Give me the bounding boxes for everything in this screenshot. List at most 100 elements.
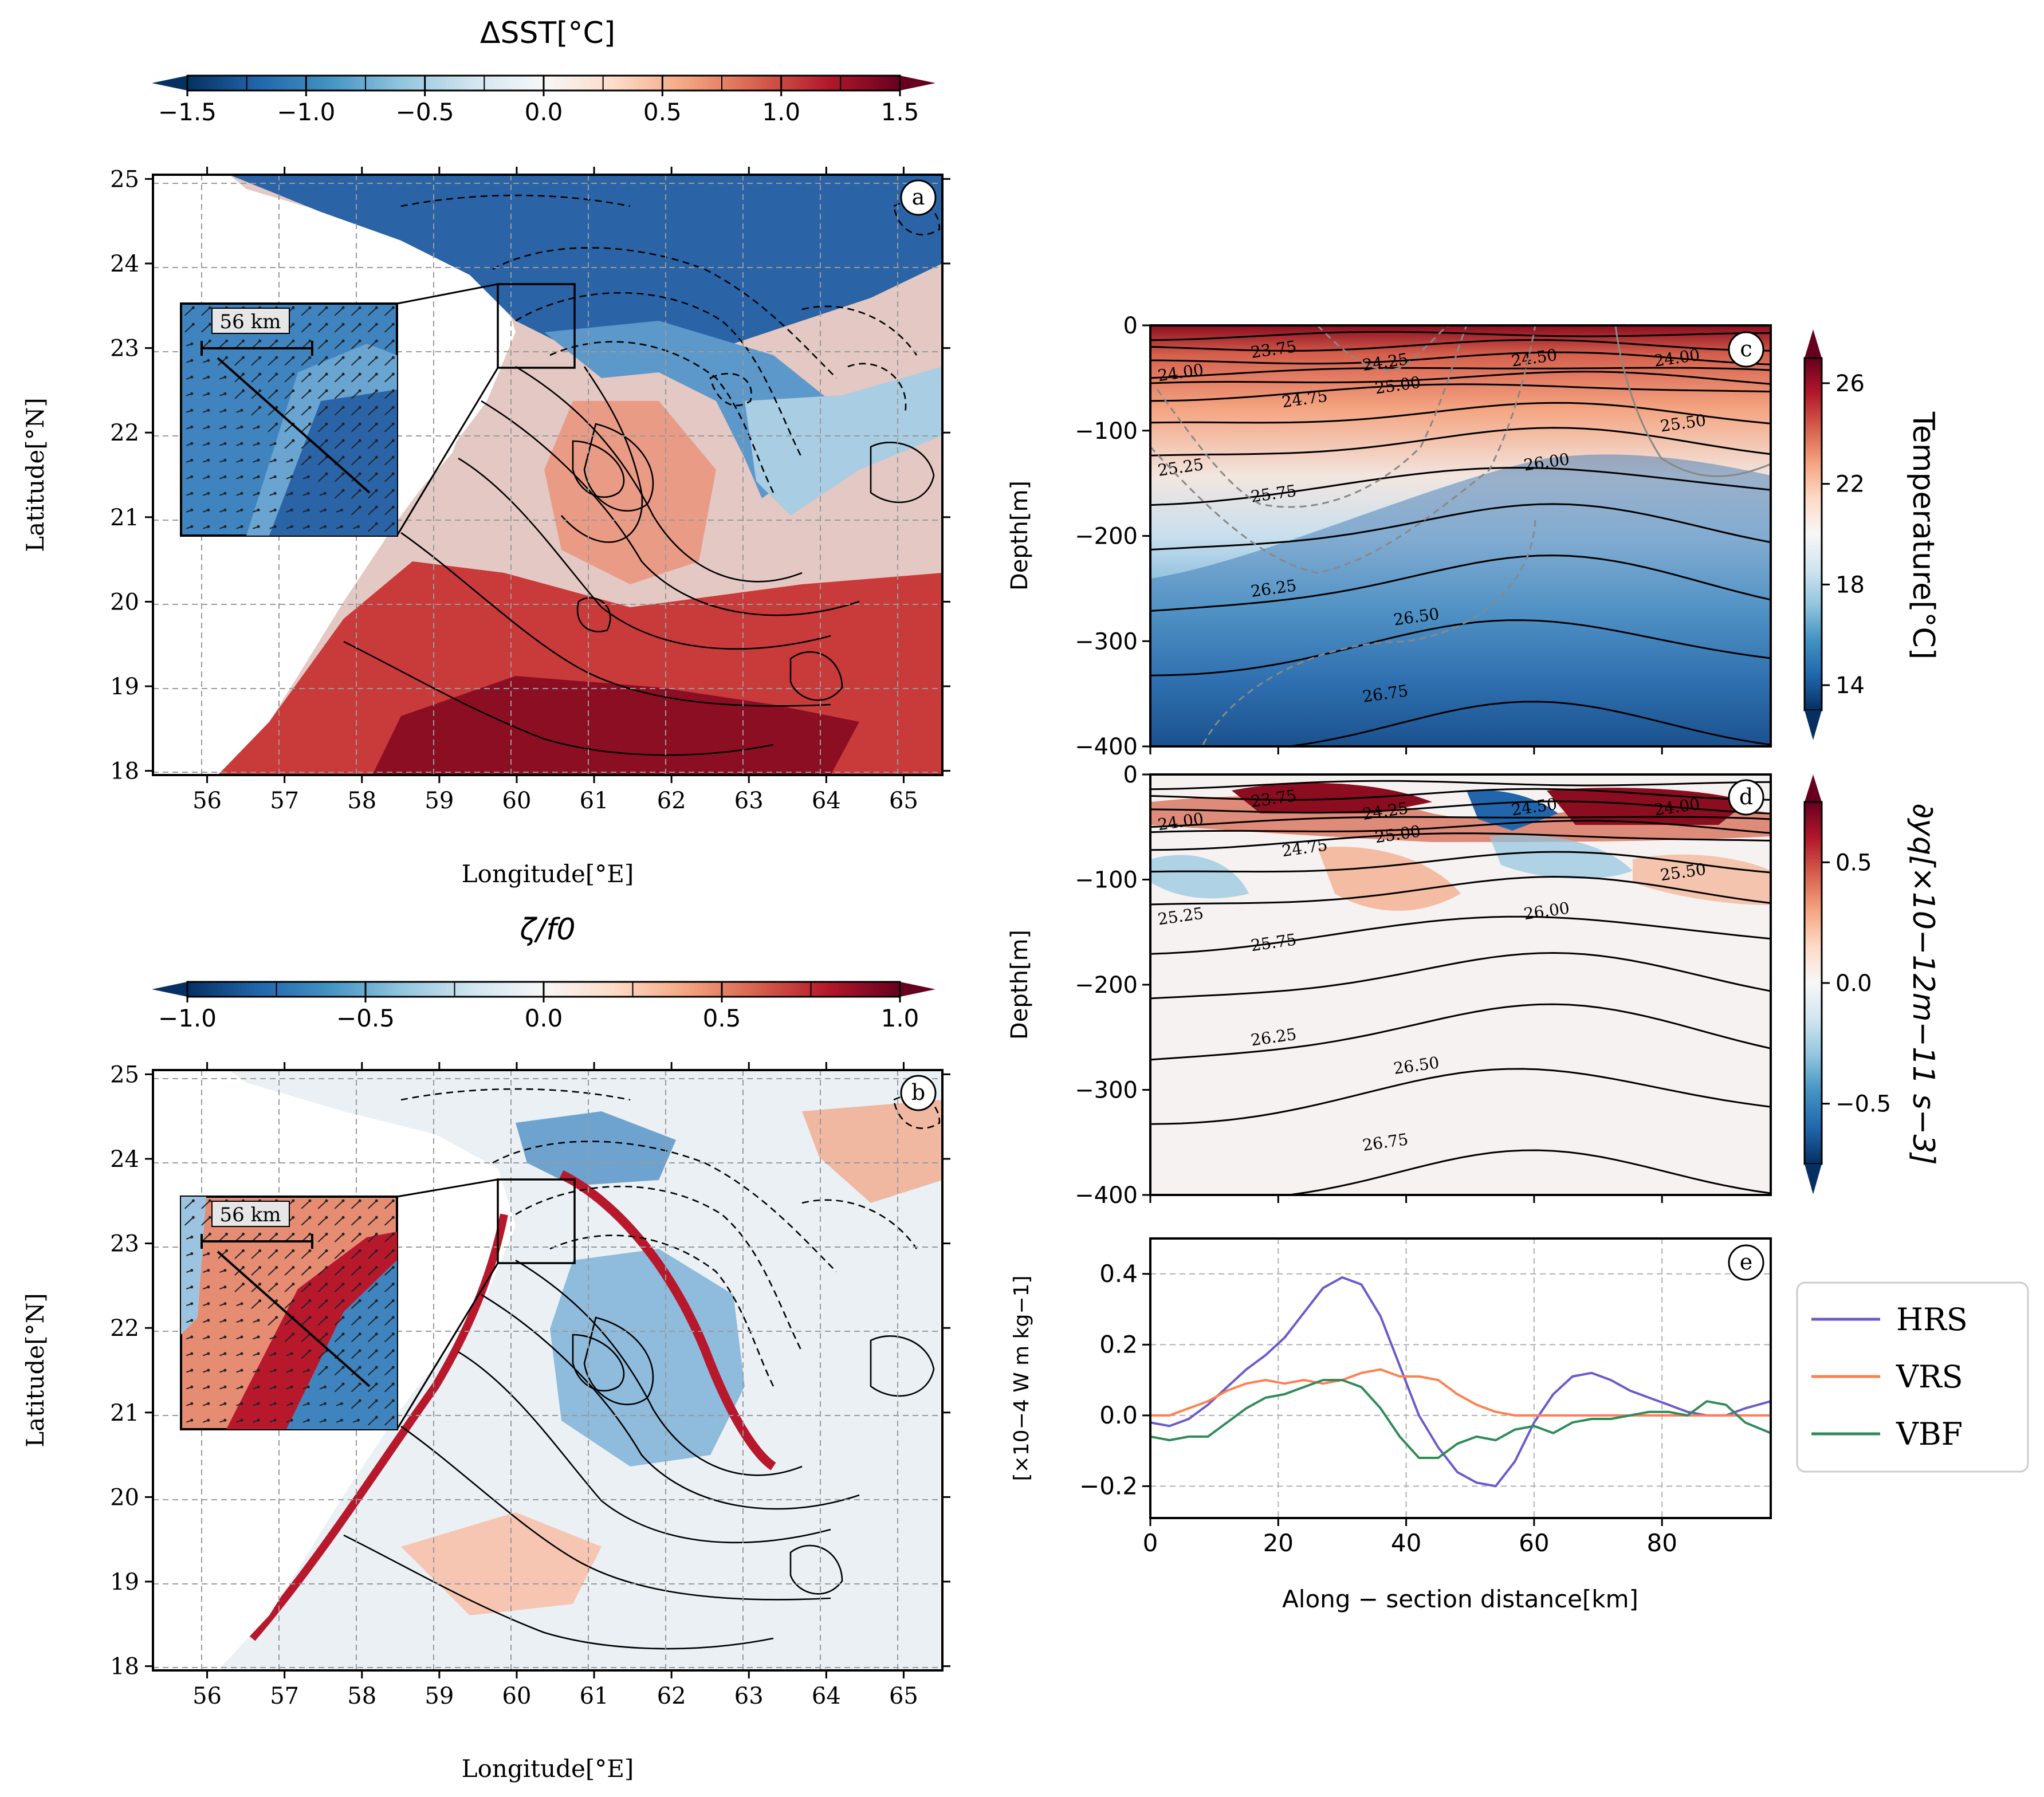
colorbar-a-ticks: −1.5 −1.0 −0.5 0.0 0.5 1.0 1.5 xyxy=(158,76,919,126)
vector-arrow xyxy=(367,373,377,383)
vector-head xyxy=(308,389,312,392)
vector-head xyxy=(257,491,260,495)
vector-arrow xyxy=(351,390,360,399)
vector-head xyxy=(375,1332,378,1336)
inset-connector-b-1 xyxy=(396,1178,498,1198)
vector-head xyxy=(391,356,395,359)
vector-head xyxy=(375,522,378,525)
vector-head xyxy=(358,372,361,376)
vector-head xyxy=(358,1299,361,1303)
vector-head xyxy=(190,442,194,445)
contours-a xyxy=(343,365,935,756)
vector-arrow xyxy=(384,1250,394,1259)
vector-head xyxy=(223,1319,227,1322)
vector-head xyxy=(257,508,260,512)
vector-arrow xyxy=(317,1267,327,1276)
vector-head xyxy=(308,372,312,376)
isopycnal-line xyxy=(1150,851,1771,874)
vector-arrow xyxy=(384,1267,394,1276)
vector-head xyxy=(391,1232,395,1236)
vector-arrow xyxy=(284,1267,294,1276)
colorbar-b: −1.0 −0.5 0.0 0.5 1.0 xyxy=(152,981,935,1032)
vector-arrow xyxy=(284,407,294,416)
vector-head xyxy=(273,1335,277,1339)
vector-head xyxy=(207,359,210,362)
y-tick-label: −100 xyxy=(1075,867,1138,894)
temperature-section xyxy=(1150,325,1771,746)
vector-head xyxy=(207,491,210,495)
vector-arrow xyxy=(334,1300,344,1310)
vector-arrow xyxy=(334,473,344,482)
vector-head xyxy=(358,1332,361,1336)
vector-head xyxy=(223,1302,227,1306)
vector-head xyxy=(341,372,345,376)
y-tick-label: −200 xyxy=(1075,972,1138,998)
vector-head xyxy=(375,389,378,392)
vector-head xyxy=(273,508,277,512)
vector-head xyxy=(325,306,328,309)
vector-head xyxy=(208,306,211,309)
vector-head xyxy=(207,1269,210,1272)
inset-a-scale-label: 56 km xyxy=(220,310,281,333)
vector-head xyxy=(258,389,262,392)
vector-head xyxy=(391,439,395,442)
vector-head xyxy=(207,1302,210,1306)
vector-head xyxy=(306,525,310,528)
isopycnal-line xyxy=(1150,339,1771,352)
vector-arrow xyxy=(367,390,377,399)
vector-head xyxy=(275,1249,278,1252)
vector-head xyxy=(308,1249,312,1252)
vector-head xyxy=(207,1335,210,1339)
vector-arrow xyxy=(184,1217,194,1226)
vector-arrow xyxy=(367,1217,377,1226)
vector-arrow xyxy=(201,324,211,333)
vector-arrow xyxy=(284,357,294,366)
vector-arrow xyxy=(284,440,294,449)
isopycnal-line xyxy=(1150,555,1771,612)
vector-head xyxy=(375,455,378,459)
vector-head xyxy=(358,1316,361,1319)
vector-arrow xyxy=(384,373,394,383)
vector-head xyxy=(358,323,361,326)
vector-head xyxy=(240,1402,243,1405)
vector-head xyxy=(357,525,360,528)
vector-head xyxy=(375,1382,378,1386)
vector-head xyxy=(375,1216,378,1219)
vector-arrow xyxy=(351,1300,360,1310)
vector-arrow xyxy=(384,457,394,466)
vector-head xyxy=(323,1402,327,1405)
x-tick-label: 64 xyxy=(812,1683,841,1709)
vector-head xyxy=(207,1418,210,1422)
vector-arrow xyxy=(351,1233,360,1242)
vector-arrow xyxy=(317,357,327,366)
vector-head xyxy=(258,1249,262,1252)
vector-arrow xyxy=(284,1283,294,1292)
vector-arrow xyxy=(251,1300,261,1310)
colorbar-d: −0.5 0.0 0.5 xyxy=(1803,774,1891,1194)
vector-arrow xyxy=(301,457,310,466)
vector-arrow xyxy=(367,490,377,499)
vector-arrow xyxy=(351,1334,360,1343)
vector-head xyxy=(341,1216,345,1219)
vector-head xyxy=(275,372,278,376)
colorbar-tick-label: 26 xyxy=(1835,371,1865,397)
vort-blue-north xyxy=(516,1111,676,1186)
vector-head xyxy=(257,442,260,445)
vector-arrow xyxy=(367,1334,377,1343)
vector-head xyxy=(292,372,295,376)
vector-head xyxy=(358,306,361,309)
axes-a-frame xyxy=(152,174,944,776)
vector-arrow xyxy=(384,1417,394,1426)
isopycnal-line xyxy=(1150,780,1771,791)
vector-arrow xyxy=(301,1316,310,1326)
grid-b xyxy=(153,1070,942,1670)
vector-head xyxy=(308,1265,312,1269)
vector-arrow xyxy=(334,490,344,499)
vector-head xyxy=(223,1335,227,1339)
vector-head xyxy=(207,425,210,428)
vector-arrow xyxy=(334,1334,344,1343)
vector-head xyxy=(325,1283,328,1286)
vector-head xyxy=(391,1316,395,1319)
vector-head xyxy=(257,1418,260,1422)
